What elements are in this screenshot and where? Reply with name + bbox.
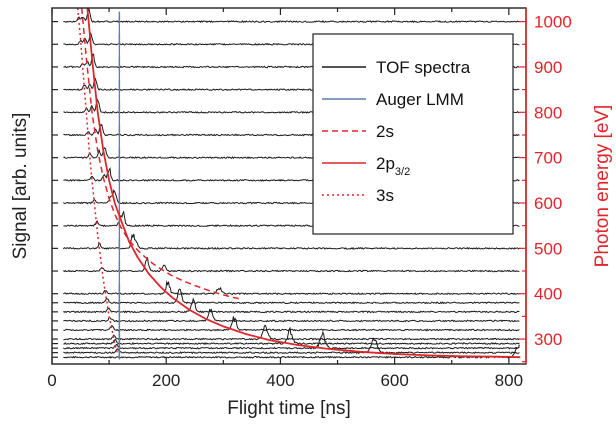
tof-spectrum [63, 288, 520, 305]
right-tick-label: 800 [534, 103, 562, 122]
x-tick-label: 400 [266, 371, 294, 390]
x-tick-label: 0 [47, 371, 56, 390]
left-axis-title: Signal [arb. units] [10, 113, 31, 260]
x-tick-label: 600 [380, 371, 408, 390]
tof-spectrum [62, 233, 520, 250]
right-axis: 300 400 500 600 700 800 900 1000 [519, 8, 572, 364]
tof-spectrum [63, 257, 520, 273]
fit-curve-2s [80, 8, 241, 300]
x-tick-label: 200 [152, 371, 180, 390]
right-tick-label: 700 [534, 149, 562, 168]
right-tick-label: 300 [534, 330, 562, 349]
right-tick-label: 400 [534, 285, 562, 304]
x-axis-title: Flight time [ns] [227, 398, 351, 419]
fit-curve-3s [76, 8, 119, 354]
legend-label: Auger LMM [376, 90, 464, 109]
tof-spectrum [63, 326, 520, 346]
tof-spectrum [63, 344, 520, 359]
x-tick-label: 800 [495, 371, 523, 390]
tof-spectrum [63, 324, 520, 341]
x-axis: 0 200 400 600 800 [47, 8, 523, 390]
right-axis-title: Photon energy [eV] [592, 105, 613, 268]
tof-spectrum [63, 330, 520, 350]
legend-label: 3s [376, 186, 394, 205]
tof-spectrum [63, 316, 520, 332]
legend-label: 2s [376, 122, 394, 141]
fit-curve-2p3-2 [86, 8, 521, 359]
left-axis-ticks [52, 21, 58, 358]
right-tick-label: 500 [534, 239, 562, 258]
tof-spectrum [63, 280, 520, 296]
right-tick-label: 900 [534, 58, 562, 77]
tof-spectrum [63, 8, 520, 24]
tof-spectrum [63, 308, 520, 323]
fit-curves [76, 8, 521, 359]
right-tick-label: 600 [534, 194, 562, 213]
legend-label: TOF spectra [376, 58, 471, 77]
tof-spectrum [63, 297, 520, 314]
right-tick-label: 1000 [534, 13, 572, 32]
tof-spectrum [63, 337, 520, 355]
